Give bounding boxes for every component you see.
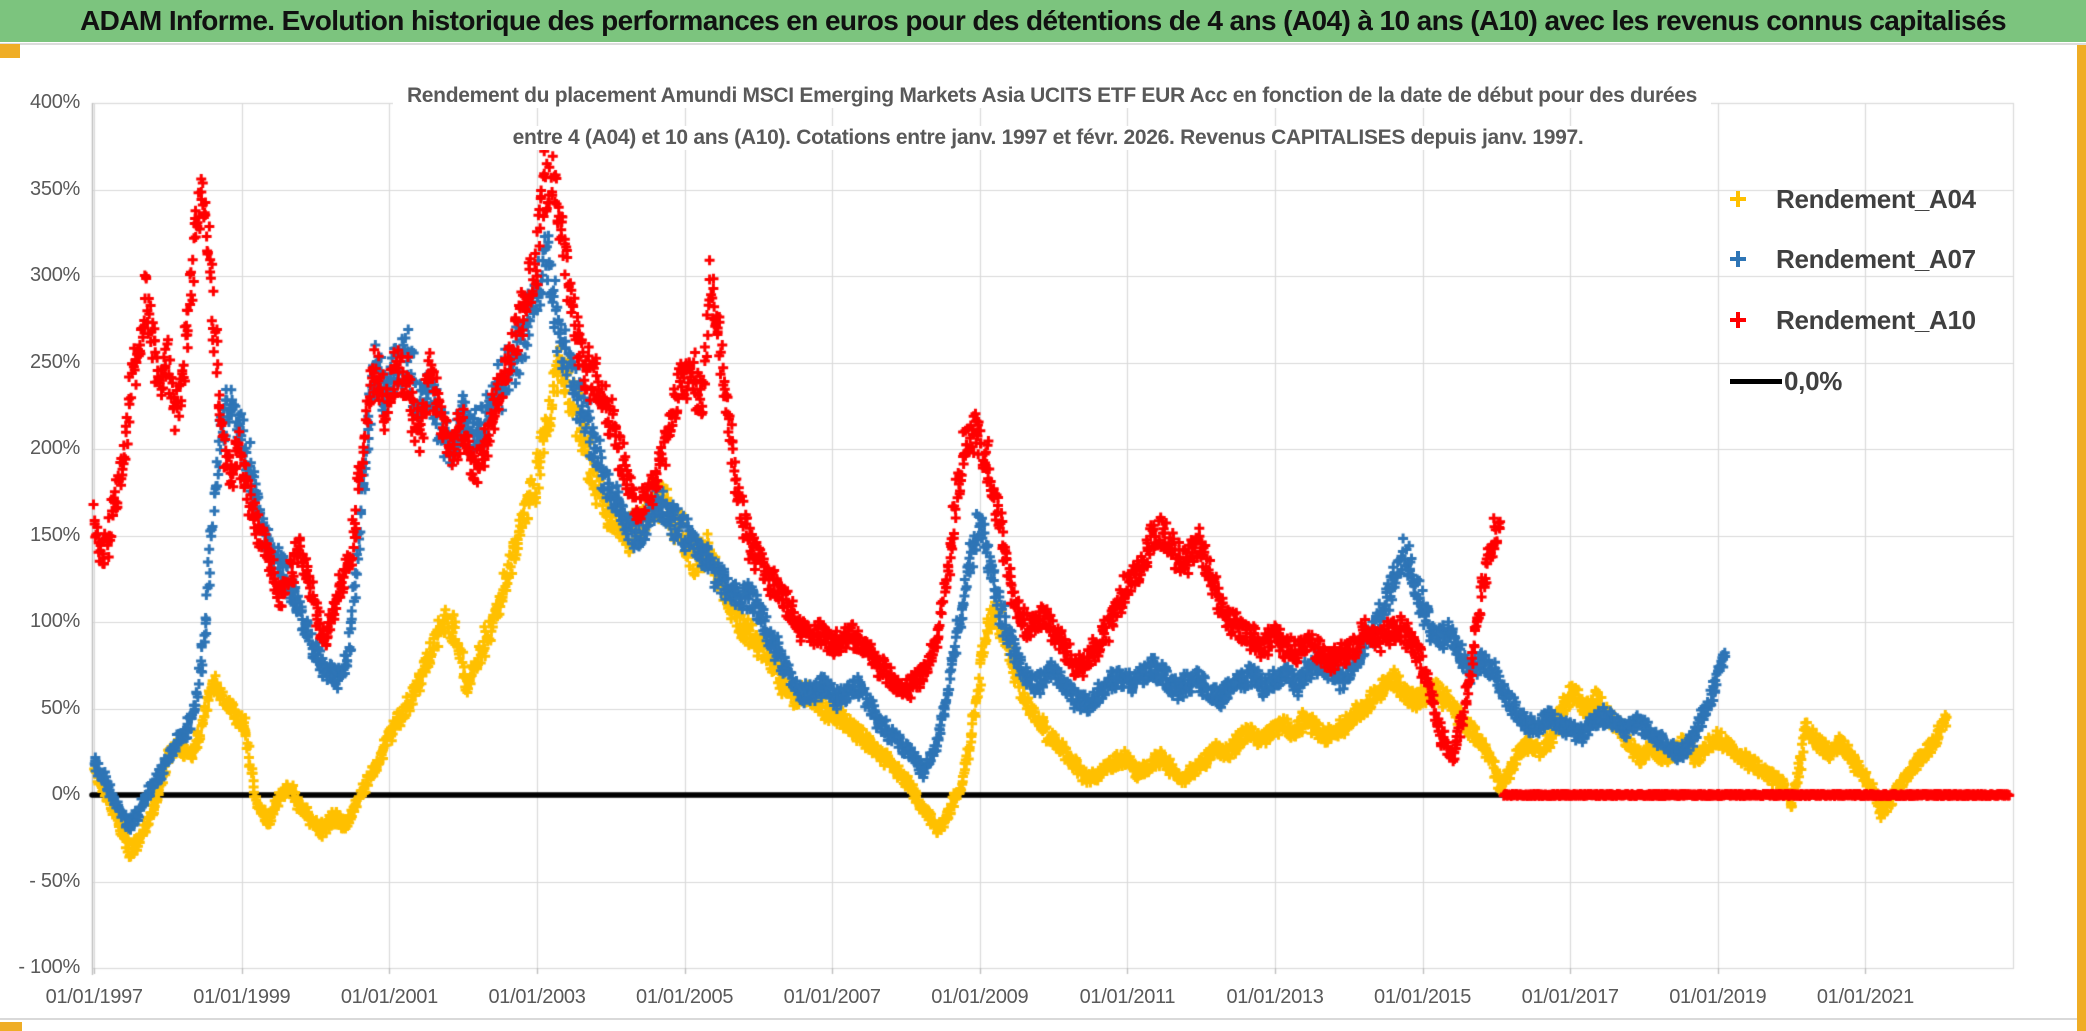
bottom-divider bbox=[0, 1018, 2086, 1020]
legend-item-a04: Rendement_A04 bbox=[1730, 182, 1976, 216]
plus-marker-icon bbox=[1730, 191, 1746, 207]
gold-accent-top-left bbox=[0, 44, 20, 58]
y-axis-label: 200% bbox=[30, 437, 80, 459]
x-axis-label: 01/01/1999 bbox=[193, 986, 291, 1008]
plus-marker-icon bbox=[1730, 312, 1746, 328]
page-title: ADAM Informe. Evolution historique des p… bbox=[0, 0, 2086, 42]
legend-label: Rendement_A10 bbox=[1776, 304, 1976, 335]
legend-item-a10: Rendement_A10 bbox=[1730, 303, 1976, 337]
gold-accent-right-bar bbox=[2077, 45, 2086, 1031]
legend-item-zero-line: 0,0% bbox=[1730, 364, 1842, 398]
legend-label: Rendement_A07 bbox=[1776, 243, 1976, 274]
legend-label: 0,0% bbox=[1784, 365, 1843, 396]
y-axis-label: 350% bbox=[30, 177, 80, 200]
banner-underline bbox=[0, 43, 2086, 45]
x-axis-label: 01/01/2015 bbox=[1374, 986, 1472, 1008]
legend-item-a07: Rendement_A07 bbox=[1730, 242, 1976, 276]
y-axis-label: 100% bbox=[30, 610, 80, 632]
gold-accent-bottom-left bbox=[0, 1022, 22, 1031]
y-axis-label: 250% bbox=[30, 350, 80, 373]
x-axis-label: 01/01/2009 bbox=[931, 986, 1029, 1008]
x-axis-label: 01/01/2021 bbox=[1816, 986, 1914, 1008]
x-axis-label: 01/01/2013 bbox=[1226, 986, 1324, 1008]
x-axis-label: 01/01/1997 bbox=[45, 986, 143, 1008]
x-axis-label: 01/01/2005 bbox=[636, 986, 734, 1008]
y-axis-label: 150% bbox=[30, 523, 80, 546]
y-axis-label: 50% bbox=[40, 696, 80, 719]
x-axis-label: 01/01/2019 bbox=[1669, 986, 1767, 1008]
legend-label: Rendement_A04 bbox=[1776, 183, 1976, 214]
y-axis-label: - 100% bbox=[18, 956, 80, 978]
x-axis-label: 01/01/2001 bbox=[340, 986, 438, 1008]
zero-line-icon bbox=[1730, 378, 1782, 384]
y-axis-label: - 50% bbox=[29, 869, 80, 892]
chart-title-line2: entre 4 (A04) et 10 ans (A10). Cotations… bbox=[498, 126, 1598, 150]
x-axis-label: 01/01/2003 bbox=[488, 986, 586, 1008]
y-axis-label: 0% bbox=[51, 783, 81, 805]
x-axis-label: 01/01/2011 bbox=[1079, 986, 1176, 1008]
chart-title-line1: Rendement du placement Amundi MSCI Emerg… bbox=[392, 84, 1712, 108]
plus-marker-icon bbox=[1730, 251, 1746, 267]
y-axis-label: 300% bbox=[30, 264, 80, 286]
x-axis-label: 01/01/2017 bbox=[1521, 986, 1619, 1008]
x-axis-label: 01/01/2007 bbox=[783, 986, 881, 1008]
y-axis-label: 400% bbox=[30, 91, 80, 113]
